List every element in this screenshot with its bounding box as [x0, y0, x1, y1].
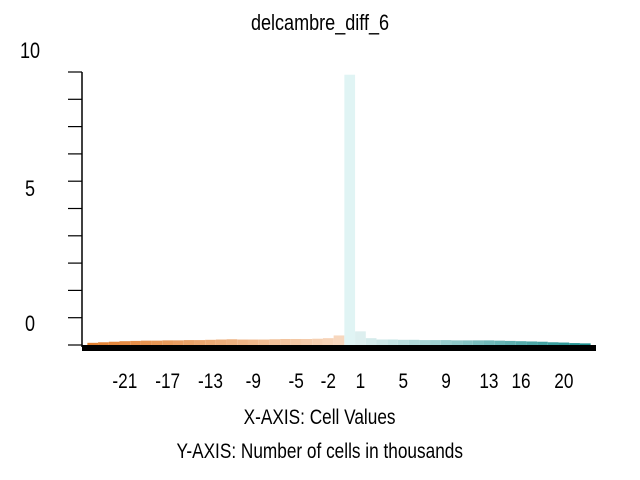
- histogram-bar: [451, 340, 463, 345]
- histogram-bar: [547, 342, 559, 345]
- histogram-bar: [215, 339, 227, 345]
- histogram-bar: [365, 338, 377, 345]
- histogram-bar: [226, 339, 238, 345]
- histogram-bar: [130, 340, 141, 345]
- histogram-bar: [322, 338, 334, 345]
- x-axis-baseline: [82, 345, 596, 351]
- histogram-bar: [397, 339, 409, 345]
- histogram-bar: [237, 339, 248, 345]
- histogram-bar: [269, 339, 281, 345]
- histogram-bar: [440, 340, 452, 345]
- histogram-bar: [569, 343, 580, 345]
- histogram-bar: [162, 340, 174, 345]
- histogram-bar: [247, 339, 259, 345]
- x-tick-label: -17: [155, 371, 180, 394]
- histogram-bar: [430, 340, 441, 345]
- x-tick-label: 13: [479, 371, 498, 394]
- x-tick-label: 9: [441, 371, 451, 394]
- histogram-bar: [301, 338, 313, 345]
- histogram-bar: [312, 338, 323, 345]
- histogram-bar: [376, 339, 388, 345]
- histogram-bar: [140, 340, 152, 345]
- histogram-bar: [462, 340, 473, 345]
- histogram-bar: [108, 341, 120, 345]
- histogram-bar: [472, 340, 484, 345]
- histogram-bar: [537, 341, 548, 345]
- histogram-bar: [258, 339, 270, 345]
- x-tick-label: 20: [554, 371, 573, 394]
- histogram-bar: [419, 340, 431, 345]
- y-tick-label-0: 0: [25, 311, 36, 336]
- histogram-bar: [494, 340, 505, 345]
- histogram-bar: [526, 341, 538, 345]
- histogram-bar: [194, 340, 206, 345]
- histogram-bar: [504, 340, 516, 345]
- histogram-bar: [344, 74, 356, 345]
- chart-title: delcambre_diff_6: [250, 10, 390, 35]
- x-tick-label: 16: [511, 371, 530, 394]
- histogram-bar: [355, 331, 366, 345]
- histogram-bar: [483, 340, 495, 345]
- histogram-bar: [151, 340, 163, 345]
- y-tick-label-10: 10: [20, 38, 41, 63]
- histogram-bar: [119, 341, 131, 345]
- histogram-bar: [387, 339, 398, 345]
- x-tick-label: -5: [289, 371, 304, 394]
- x-axis-caption: X-AXIS: Cell Values: [244, 406, 396, 429]
- histogram-bar: [205, 339, 216, 345]
- histogram-bar: [579, 343, 591, 345]
- histogram-bar: [290, 338, 302, 345]
- histogram-bar: [558, 342, 570, 345]
- histogram-bar: [173, 340, 184, 345]
- x-tick-label: 1: [356, 371, 366, 394]
- y-axis-caption: Y-AXIS: Number of cells in thousands: [176, 440, 464, 463]
- histogram-bar: [280, 338, 291, 345]
- x-tick-label: -9: [246, 371, 261, 394]
- histogram-bar: [408, 339, 420, 345]
- histogram-bar: [183, 340, 195, 345]
- histogram-bar: [333, 335, 345, 345]
- histogram-bar: [515, 341, 527, 345]
- histogram-bar: [87, 342, 99, 345]
- histogram-bar: [98, 342, 109, 345]
- x-tick-label: -2: [321, 371, 336, 394]
- x-tick-label: -13: [198, 371, 223, 394]
- y-tick-label-5: 5: [25, 176, 36, 201]
- x-tick-label: -21: [112, 371, 137, 394]
- x-tick-label: 5: [398, 371, 408, 394]
